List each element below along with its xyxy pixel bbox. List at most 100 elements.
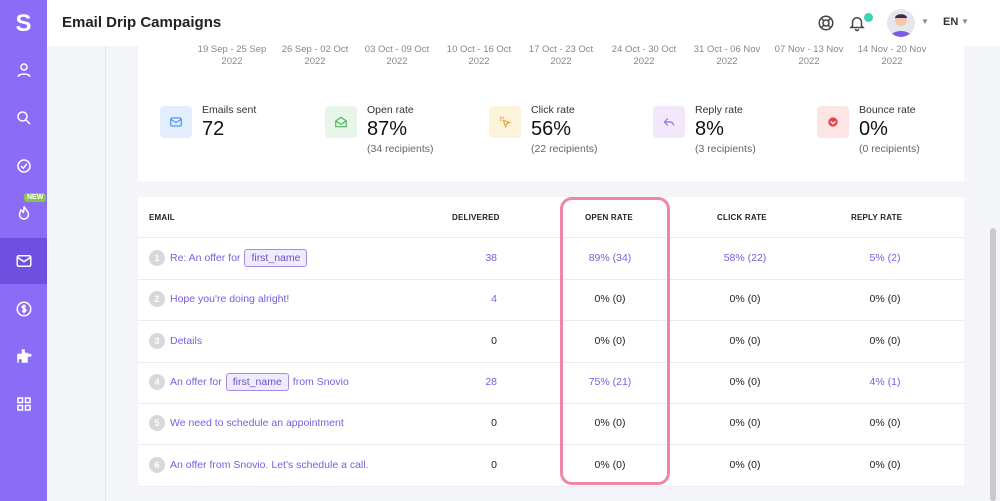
week-year: 2022 <box>716 56 738 67</box>
email-link[interactable]: We need to schedule an appointment <box>170 414 344 432</box>
flame-icon <box>18 205 29 220</box>
app-logo[interactable]: S <box>15 10 32 37</box>
envelope-icon <box>160 106 192 138</box>
email-subject: Hope you're doing alright! <box>170 293 290 306</box>
week-label: 24 Oct - 30 Oct 2022 <box>599 44 689 68</box>
header-click-rate[interactable]: CLICK RATE <box>717 213 767 222</box>
sidebar-item-apps[interactable] <box>0 381 47 427</box>
open-rate-highlight <box>560 197 670 485</box>
help-icon[interactable] <box>817 14 835 32</box>
avatar-chevron-down-icon[interactable]: ▼ <box>921 17 929 26</box>
row-number: 4 <box>149 373 165 390</box>
week-range: 03 Oct - 09 Oct <box>364 44 430 55</box>
week-range: 24 Oct - 30 Oct <box>611 44 677 55</box>
open-envelope-icon <box>325 106 357 138</box>
email-subject: An offer from Snovio. Let's schedule a c… <box>170 458 369 471</box>
cell-click: 0% (0) <box>729 293 761 306</box>
cell-delivered: 0 <box>491 334 497 347</box>
stat-sub: (22 recipients) <box>531 143 598 155</box>
week-range: 17 Oct - 23 Oct <box>528 44 594 55</box>
scrollbar[interactable] <box>990 228 996 501</box>
cell-click: 0% (0) <box>729 417 761 430</box>
cell-reply[interactable]: 4% (1) <box>869 375 901 388</box>
row-number: 6 <box>149 456 165 473</box>
cell-open: 0% (0) <box>594 417 626 430</box>
week-label: 19 Sep - 25 Sep 2022 <box>187 44 277 68</box>
row-divider <box>138 444 964 446</box>
stat-label: Click rate <box>531 104 575 116</box>
header-open-rate[interactable]: OPEN RATE <box>585 213 633 222</box>
email-link[interactable]: An offer from Snovio. Let's schedule a c… <box>170 456 369 474</box>
stat-value: 8% <box>695 118 724 140</box>
email-link[interactable]: An offer for first_name from Snovio <box>170 372 349 391</box>
sidebar-item-warmup[interactable] <box>0 190 47 236</box>
cell-reply: 0% (0) <box>869 334 901 347</box>
cell-reply: 0% (0) <box>869 417 901 430</box>
week-label: 26 Sep - 02 Oct 2022 <box>270 44 360 68</box>
cell-delivered: 0 <box>491 458 497 471</box>
cell-click[interactable]: 58% (22) <box>723 252 767 264</box>
avatar[interactable] <box>887 9 915 37</box>
avatar-image-icon <box>890 14 912 37</box>
cell-reply: 0% (0) <box>869 293 901 306</box>
email-link[interactable]: Details <box>170 332 202 350</box>
cell-delivered[interactable]: 28 <box>485 375 497 388</box>
bell-icon[interactable] <box>848 14 866 32</box>
week-year: 2022 <box>550 56 572 67</box>
week-label: 03 Oct - 09 Oct 2022 <box>352 44 442 68</box>
top-bar: Email Drip Campaigns ▼ EN ▼ <box>47 0 1000 46</box>
week-range: 07 Nov - 13 Nov <box>774 44 844 55</box>
email-link[interactable]: Re: An offer for first_name <box>170 249 308 267</box>
week-year: 2022 <box>221 56 243 67</box>
email-subject: An offer for <box>170 375 222 388</box>
sidebar-item-verify[interactable] <box>0 143 47 189</box>
user-icon <box>16 63 31 78</box>
sidebar-item-integrations[interactable] <box>0 333 47 379</box>
content-divider <box>105 46 106 501</box>
search-icon <box>16 111 31 125</box>
week-label: 10 Oct - 16 Oct 2022 <box>434 44 524 68</box>
week-label: 14 Nov - 20 Nov 2022 <box>847 44 937 68</box>
cell-delivered: 0 <box>491 417 497 430</box>
cell-delivered[interactable]: 38 <box>485 252 497 264</box>
sidebar-item-search[interactable] <box>0 95 47 141</box>
stat-label: Open rate <box>367 104 414 116</box>
stat-label: Bounce rate <box>859 104 916 116</box>
grid-icon <box>16 397 31 411</box>
dollar-icon <box>16 301 31 317</box>
language-chevron-down-icon[interactable]: ▼ <box>961 17 969 26</box>
week-year: 2022 <box>633 56 655 67</box>
notification-dot <box>864 13 873 22</box>
page-title: Email Drip Campaigns <box>62 14 222 31</box>
cell-click: 0% (0) <box>729 458 761 471</box>
language-selector[interactable]: EN <box>943 16 959 28</box>
header-delivered[interactable]: DELIVERED <box>452 213 500 222</box>
new-badge: NEW <box>24 193 47 202</box>
email-table <box>138 197 964 487</box>
sidebar-item-billing[interactable] <box>0 286 47 332</box>
email-link[interactable]: Hope you're doing alright! <box>170 290 289 308</box>
week-range: 31 Oct - 06 Nov <box>693 44 761 55</box>
cell-reply: 0% (0) <box>869 458 901 471</box>
row-divider <box>138 279 964 280</box>
variable-tag: first_name <box>225 372 289 391</box>
week-range: 19 Sep - 25 Sep <box>197 44 267 55</box>
cell-open[interactable]: 75% (21) <box>588 375 632 388</box>
sidebar-item-campaigns[interactable] <box>0 238 47 284</box>
week-range: 10 Oct - 16 Oct <box>446 44 512 55</box>
stat-sub: (3 recipients) <box>695 143 756 155</box>
row-number: 5 <box>149 415 165 432</box>
stat-sub: (0 recipients) <box>859 143 920 155</box>
header-email[interactable]: EMAIL <box>149 213 175 222</box>
header-reply-rate[interactable]: REPLY RATE <box>851 213 903 222</box>
row-number: 2 <box>149 291 165 308</box>
cursor-click-icon <box>489 106 521 138</box>
stat-label: Emails sent <box>202 104 257 116</box>
cell-delivered[interactable]: 4 <box>491 293 497 306</box>
cell-open[interactable]: 89% (34) <box>588 252 632 264</box>
header-divider <box>138 237 964 238</box>
sidebar-item-contacts[interactable] <box>0 47 47 93</box>
week-label: 17 Oct - 23 Oct 2022 <box>516 44 606 68</box>
puzzle-icon <box>16 349 31 363</box>
cell-reply[interactable]: 5% (2) <box>869 252 901 264</box>
